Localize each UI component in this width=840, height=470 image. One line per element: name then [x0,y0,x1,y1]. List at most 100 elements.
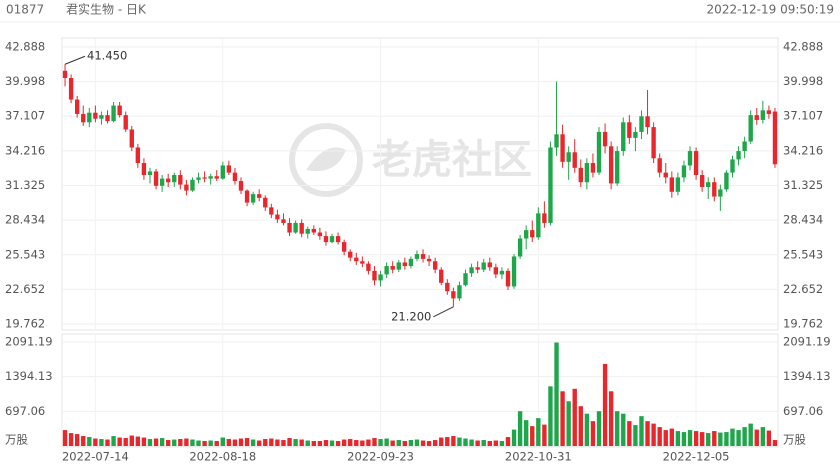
candle-body [360,261,365,264]
volume-bar [159,438,165,446]
volume-panel [61,333,779,448]
x-tick-label: 2022-08-18 [189,450,256,464]
volume-bar [493,440,499,446]
volume-bar [651,423,656,446]
price-panel [61,37,779,331]
candle-body [602,131,608,147]
candle-body [81,113,86,123]
volume-bar [693,431,699,446]
volume-bar [687,430,693,446]
volume-bar [414,439,420,446]
volume-bar [712,431,717,446]
volume-bar [602,363,608,446]
candle-body [584,163,590,183]
candle-body [105,115,110,122]
volume-bar [117,437,122,446]
volume-bar [220,437,225,446]
volume-bar [323,440,329,446]
volume-bar [281,440,286,446]
candle-body [627,122,632,138]
volume-bar [378,439,383,446]
candle-body [159,178,165,186]
volume-bar [275,439,280,446]
y-tick-label: 37.107 [5,109,45,123]
volume-bar [396,440,401,446]
volume-bar [68,433,74,446]
candle-body [408,258,414,267]
volume-bar [517,411,523,446]
candle-body [238,181,244,191]
volume-bar [681,432,687,446]
volume-bar [560,391,565,446]
volume-bar [390,440,395,446]
candle-body [311,228,316,233]
volume-bar [457,437,462,446]
candle-body [699,175,705,187]
volume-bar [657,427,662,446]
candle-body [687,151,693,166]
candle-body [493,267,499,275]
candle-body [117,105,122,116]
candle-body [596,131,602,173]
volume-bar [469,439,474,446]
y-tick-label-right: 31.325 [783,178,823,192]
volume-bar [263,439,268,446]
volume-bar [754,429,759,446]
volume-bar [596,411,602,446]
y-tick-label-right: 25.543 [783,247,823,261]
volume-bar [524,420,529,446]
candle-body [554,134,559,148]
candle-body [681,165,687,178]
volume-bar [384,438,389,446]
volume-bar [305,440,310,446]
volume-bar [766,430,772,446]
volume-bar [730,428,735,446]
volume-bar [348,439,353,446]
volume-bar [81,436,86,446]
volume-bar [584,413,590,446]
volume-bar [699,432,705,446]
candle-body [202,177,207,179]
chart-title: 君实生物 - 日K [66,2,147,17]
volume-bar [354,440,359,446]
candle-body [608,146,614,184]
candle-body [542,213,547,223]
watermark-logo-mark [306,147,346,172]
volume-tick-label-right: 697.06 [783,404,823,418]
volume-bar [432,440,438,446]
volume-tick-label-right: 万股 [783,433,806,447]
y-tick-label: 39.998 [5,74,45,88]
volume-bar [645,421,650,446]
volume-bar [311,441,316,446]
y-tick-label: 28.434 [5,213,45,227]
candle-body [68,77,74,100]
candle-body [766,110,772,114]
candle-body [669,177,674,192]
candle-body [536,213,541,238]
volume-bar [93,438,98,446]
volume-bar [238,438,244,446]
volume-bar [663,430,668,446]
candle-body [147,171,153,176]
volume-bar [481,440,486,446]
volume-bar [184,438,189,446]
candle-body [615,151,620,184]
candle-body [281,219,286,223]
candle-body [384,266,389,275]
volume-bar [439,437,444,446]
volume-tick-label-right: 1394.13 [783,369,831,383]
volume-bar [675,431,681,446]
volume-bar [706,433,711,446]
y-tick-label: 22.652 [5,282,45,296]
candle-body [141,163,147,176]
volume-bar [408,440,414,446]
volume-bar [226,439,232,446]
candle-body [754,115,759,120]
volume-bar [105,439,110,446]
annotation-leader [64,55,86,65]
volume-bar [590,421,596,446]
candle-body [760,110,766,120]
y-tick-label-right: 19.762 [783,317,823,331]
volume-bar [554,342,559,446]
x-tick-label: 2022-10-31 [505,450,572,464]
